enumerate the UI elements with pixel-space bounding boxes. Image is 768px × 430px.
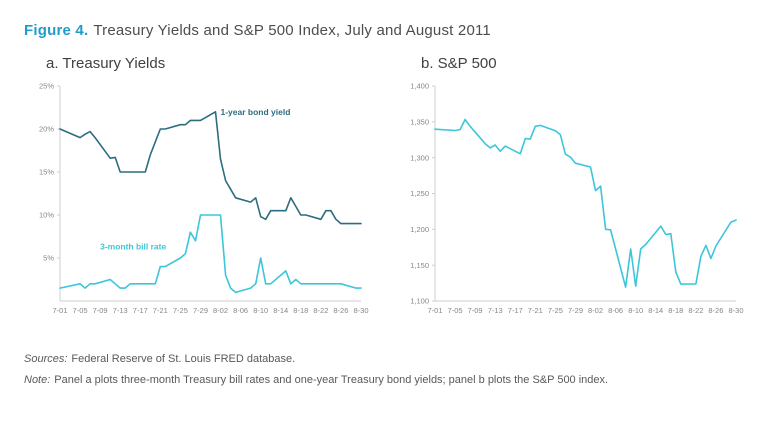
x-axis-label: 8-14 bbox=[273, 306, 288, 315]
panel-a: a. Treasury Yields 25% 20% 15% 10% 5% 7-01 7-0… bbox=[24, 55, 369, 331]
x-axis-label: 7-21 bbox=[153, 306, 168, 315]
x-axis-label: 7-29 bbox=[568, 306, 583, 315]
panel-a-title: a. Treasury Yields bbox=[46, 55, 166, 72]
x-axis-label: 7-01 bbox=[52, 306, 67, 315]
note-text: Panel a plots three-month Treasury bill … bbox=[54, 374, 609, 386]
y-axis-label: 25% bbox=[39, 82, 54, 91]
x-axis-label: 8-30 bbox=[728, 306, 743, 315]
x-axis-label: 7-29 bbox=[193, 306, 208, 315]
y-axis-label: 10% bbox=[39, 211, 54, 220]
x-axis-label: 7-09 bbox=[468, 306, 483, 315]
x-axis-label: 8-02 bbox=[213, 306, 228, 315]
x-axis-label: 7-21 bbox=[528, 306, 543, 315]
x-axis-label: 8-18 bbox=[293, 306, 308, 315]
x-axis-label: 7-05 bbox=[73, 306, 88, 315]
x-axis-label: 8-02 bbox=[588, 306, 603, 315]
x-axis-label: 8-30 bbox=[353, 306, 368, 315]
panel-b: b. S&P 500 1,400 1,350 1,300 1,250 1,200 1,15… bbox=[399, 55, 744, 331]
y-axis-label: 1,250 bbox=[410, 189, 429, 198]
sources-text: Federal Reserve of St. Louis FRED databa… bbox=[71, 353, 296, 365]
y-axis-label: 1,350 bbox=[410, 117, 429, 126]
y-axis-label: 1,150 bbox=[410, 261, 429, 270]
x-axis-label: 7-05 bbox=[448, 306, 463, 315]
x-axis-label: 7-17 bbox=[508, 306, 523, 315]
x-axis-label: 8-10 bbox=[628, 306, 643, 315]
y-axis-label: 20% bbox=[39, 125, 54, 134]
series-1-year-bond-yield bbox=[59, 110, 362, 225]
x-axis-label: 8-06 bbox=[608, 306, 623, 315]
x-axis-label: 8-10 bbox=[253, 306, 268, 315]
x-axis-label: 8-18 bbox=[668, 306, 683, 315]
annotation-3-month-bill-rate: 3-month bill rate bbox=[100, 241, 166, 251]
y-axis-label: 1,200 bbox=[410, 225, 429, 234]
figure-label: Figure 4. bbox=[24, 22, 89, 39]
y-axis-label: 1,400 bbox=[410, 82, 429, 91]
x-axis-label: 7-25 bbox=[548, 306, 563, 315]
x-axis-label: 7-13 bbox=[488, 306, 503, 315]
series-s-p-500 bbox=[434, 118, 737, 288]
x-axis-label: 8-22 bbox=[688, 306, 703, 315]
x-axis-label: 8-14 bbox=[648, 306, 663, 315]
y-axis-label: 15% bbox=[39, 168, 54, 177]
figure-title: Figure 4. Treasury Yields and S&P 500 Ind… bbox=[24, 22, 744, 39]
x-axis-label: 8-22 bbox=[313, 306, 328, 315]
x-axis-label: 7-01 bbox=[427, 306, 442, 315]
note-label: Note: bbox=[24, 374, 51, 386]
sources-line: Sources: Federal Reserve of St. Louis FRE… bbox=[24, 353, 744, 365]
sources-label: Sources: bbox=[24, 353, 68, 365]
panel-b-chart: 1,400 1,350 1,300 1,250 1,200 1,150 1,100 7-01 7… bbox=[399, 76, 744, 331]
annotation-1-year-bond-yield: 1-year bond yield bbox=[221, 107, 291, 117]
y-axis-label: 1,100 bbox=[410, 297, 429, 306]
x-axis-label: 8-26 bbox=[708, 306, 723, 315]
charts-row: a. Treasury Yields 25% 20% 15% 10% 5% 7-01 7-0… bbox=[24, 55, 744, 331]
x-axis-label: 7-17 bbox=[133, 306, 148, 315]
note-line: Note: Panel a plots three-month Treasury … bbox=[24, 374, 744, 386]
y-axis-label: 1,300 bbox=[410, 153, 429, 162]
chart-svg: 25% 20% 15% 10% 5% 7-01 7-05 7-09 7-13 7-17 7-21 7-… bbox=[39, 82, 369, 315]
figure-title-text: Treasury Yields and S&P 500 Index, July … bbox=[93, 22, 491, 39]
figure-footer: Sources: Federal Reserve of St. Louis FRE… bbox=[24, 353, 744, 386]
x-axis-label: 8-26 bbox=[333, 306, 348, 315]
y-axis-label: 5% bbox=[43, 254, 54, 263]
x-axis-label: 7-09 bbox=[93, 306, 108, 315]
series-3-month-bill-rate bbox=[59, 214, 362, 294]
x-axis-label: 8-06 bbox=[233, 306, 248, 315]
x-axis-label: 7-25 bbox=[173, 306, 188, 315]
x-axis-label: 7-13 bbox=[113, 306, 128, 315]
panel-a-chart: 25% 20% 15% 10% 5% 7-01 7-05 7-09 7-13 7-17 7-21 7-… bbox=[24, 76, 369, 331]
panel-b-title: b. S&P 500 bbox=[421, 55, 497, 72]
